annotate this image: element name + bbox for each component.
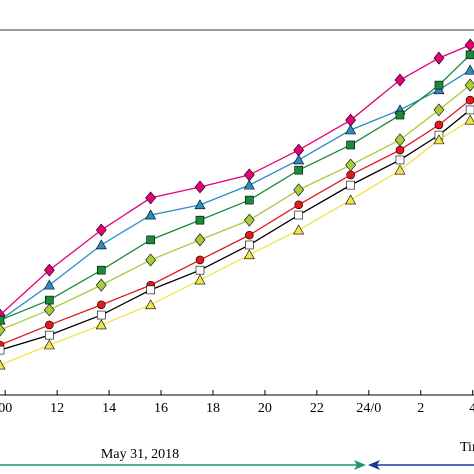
x-tick-label: 16 — [154, 401, 168, 416]
marker — [243, 249, 255, 260]
x-tick-label: 24/0 — [356, 401, 381, 416]
marker — [293, 143, 305, 157]
marker — [243, 213, 255, 227]
marker — [0, 345, 5, 355]
marker — [395, 145, 405, 155]
marker — [45, 295, 54, 305]
marker — [45, 320, 54, 330]
marker — [434, 120, 444, 130]
marker — [464, 64, 474, 75]
marker — [394, 73, 406, 87]
marker — [394, 164, 406, 175]
marker — [464, 38, 474, 52]
marker — [146, 285, 155, 295]
marker — [465, 95, 474, 105]
x-tick-label: 2 — [417, 401, 424, 416]
x-axis-label: Time — [460, 440, 474, 455]
marker — [195, 215, 205, 225]
marker — [0, 315, 5, 325]
marker — [95, 239, 107, 250]
marker — [145, 253, 157, 267]
marker — [96, 265, 106, 275]
x-tick-label: 14 — [102, 401, 116, 416]
marker — [245, 240, 254, 250]
marker — [346, 170, 355, 180]
marker — [195, 265, 205, 275]
marker — [43, 279, 55, 290]
arrow-head — [354, 460, 366, 470]
marker — [464, 78, 474, 92]
marker — [433, 51, 445, 65]
marker — [345, 194, 357, 205]
x-tick-label: 12 — [50, 401, 64, 416]
marker — [194, 274, 206, 285]
marker — [145, 209, 157, 220]
x-tick-label: 4 — [469, 401, 474, 416]
series-line — [0, 54, 471, 321]
marker — [465, 105, 474, 115]
marker — [243, 179, 255, 190]
marker — [194, 233, 206, 247]
marker — [346, 180, 355, 190]
marker — [293, 154, 305, 165]
marker — [95, 319, 107, 330]
marker — [145, 299, 157, 310]
marker — [195, 255, 205, 265]
marker — [245, 230, 254, 240]
x-tick-label: 00 — [0, 401, 12, 416]
x-tick-label: 20 — [258, 401, 272, 416]
marker — [43, 303, 55, 317]
arrow-head — [368, 460, 380, 470]
marker — [96, 310, 106, 320]
marker — [294, 165, 303, 175]
marker — [465, 50, 474, 60]
marker — [45, 330, 54, 340]
marker — [243, 168, 255, 182]
marker — [96, 300, 106, 310]
marker — [434, 80, 444, 90]
marker — [95, 223, 107, 237]
marker — [394, 133, 406, 147]
marker — [346, 140, 355, 150]
date-label: May 31, 2018 — [101, 447, 179, 462]
marker — [293, 224, 305, 235]
marker — [395, 110, 405, 120]
marker — [0, 359, 6, 370]
marker — [0, 323, 6, 337]
marker — [145, 191, 157, 205]
marker — [294, 210, 303, 220]
marker — [43, 263, 55, 277]
marker — [433, 134, 445, 145]
marker — [294, 200, 303, 210]
marker — [345, 113, 357, 127]
marker — [146, 235, 155, 245]
marker — [345, 124, 357, 135]
marker — [345, 158, 357, 172]
marker — [245, 195, 254, 205]
marker — [464, 114, 474, 125]
marker — [194, 180, 206, 194]
marker — [293, 183, 305, 197]
marker — [194, 199, 206, 210]
marker — [95, 278, 107, 292]
x-tick-label: 18 — [206, 401, 220, 416]
marker — [43, 339, 55, 350]
marker — [433, 103, 445, 117]
x-tick-label: 22 — [310, 401, 324, 416]
series-line — [0, 84, 471, 331]
marker — [395, 155, 405, 165]
